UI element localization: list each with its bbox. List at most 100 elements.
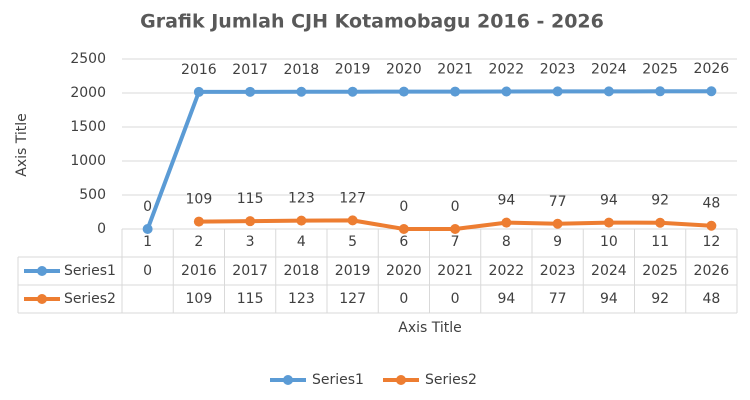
- table-cell: 123: [288, 291, 315, 307]
- table-cell: 0: [399, 291, 408, 307]
- table-cell: 2025: [642, 263, 678, 279]
- point: [398, 224, 409, 234]
- data-label: 77: [549, 194, 567, 210]
- y-tick-label: 1000: [70, 153, 106, 169]
- table-cell: 2023: [540, 263, 576, 279]
- table-cell: 109: [186, 291, 213, 307]
- data-label: 94: [600, 193, 618, 209]
- data-label: 2025: [642, 61, 678, 77]
- y-tick-label: 0: [97, 221, 106, 237]
- point: [450, 86, 461, 97]
- x-tick-label: 5: [348, 234, 357, 250]
- point: [706, 220, 717, 231]
- x-axis-title: Axis Title: [398, 320, 462, 336]
- x-tick-label: 6: [399, 234, 408, 250]
- data-label: 2017: [232, 62, 268, 78]
- data-label: 2023: [540, 61, 576, 77]
- table-cell: 2020: [386, 263, 422, 279]
- data-label: 109: [186, 192, 213, 208]
- point: [398, 86, 409, 97]
- data-label: 2018: [284, 62, 320, 78]
- point: [142, 224, 153, 234]
- point: [655, 86, 666, 97]
- legend-marker: [283, 375, 293, 385]
- x-tick-label: 3: [246, 234, 255, 250]
- table-key-marker: [37, 294, 47, 304]
- point: [552, 218, 563, 229]
- table-series-name: Series1: [64, 263, 116, 279]
- x-tick-label: 12: [702, 234, 720, 250]
- x-tick-label: 4: [297, 234, 306, 250]
- point: [706, 86, 717, 97]
- table-cell: 2017: [232, 263, 268, 279]
- x-tick-label: 1: [143, 234, 152, 250]
- series-line: [145, 89, 712, 230]
- x-tick-label: 7: [451, 234, 460, 250]
- point: [347, 215, 358, 226]
- x-tick-label: 11: [651, 234, 669, 250]
- legend-marker: [396, 375, 406, 385]
- point: [655, 217, 666, 228]
- x-tick-label: 9: [553, 234, 562, 250]
- table-cell: 0: [143, 263, 152, 279]
- data-label: 2024: [591, 61, 627, 77]
- legend-label: Series1: [312, 372, 364, 388]
- point: [603, 86, 614, 97]
- point: [347, 86, 358, 97]
- table-cell: 2019: [335, 263, 371, 279]
- table-cell: 2018: [284, 263, 320, 279]
- x-tick-label: 10: [600, 234, 618, 250]
- point: [603, 217, 614, 228]
- table-cell: 2016: [181, 263, 217, 279]
- data-label: 2019: [335, 62, 371, 78]
- legend-label: Series2: [425, 372, 477, 388]
- y-tick-label: 2000: [70, 85, 106, 101]
- data-label: 2026: [694, 61, 730, 77]
- data-label: 92: [651, 193, 669, 209]
- point: [501, 86, 512, 97]
- y-tick-label: 1500: [70, 119, 106, 135]
- y-axis-title: Axis Title: [14, 113, 30, 177]
- table-cell: 77: [549, 291, 567, 307]
- data-label: 94: [497, 193, 515, 209]
- table-cell: 127: [339, 291, 366, 307]
- point: [296, 86, 307, 97]
- data-label: 2021: [437, 62, 473, 78]
- y-tick-label: 500: [79, 187, 106, 203]
- data-label: 2022: [489, 62, 525, 78]
- point: [501, 217, 512, 228]
- data-label: 48: [702, 196, 720, 212]
- data-label: 115: [237, 191, 264, 207]
- point: [296, 215, 307, 226]
- table-cell: 2021: [437, 263, 473, 279]
- table-series-name: Series2: [64, 291, 116, 307]
- table-cell: 92: [651, 291, 669, 307]
- x-tick-label: 8: [502, 234, 511, 250]
- point: [245, 86, 256, 97]
- table-cell: 2024: [591, 263, 627, 279]
- data-label: 123: [288, 191, 315, 207]
- table-cell: 48: [702, 291, 720, 307]
- data-label: 2016: [181, 62, 217, 78]
- point: [193, 86, 204, 97]
- data-label: 127: [339, 190, 366, 206]
- point: [552, 86, 563, 97]
- data-label: 0: [143, 199, 152, 215]
- table-cell: 0: [451, 291, 460, 307]
- table-cell: 2022: [489, 263, 525, 279]
- table-cell: 94: [600, 291, 618, 307]
- data-label: 0: [399, 199, 408, 215]
- table-cell: 2026: [694, 263, 730, 279]
- table-cell: 94: [497, 291, 515, 307]
- point: [450, 224, 461, 234]
- point: [245, 216, 256, 227]
- y-tick-label: 2500: [70, 51, 106, 67]
- data-label: 0: [451, 199, 460, 215]
- table-key-marker: [37, 266, 47, 276]
- data-label: 2020: [386, 62, 422, 78]
- chart-title: Grafik Jumlah CJH Kotamobagu 2016 - 2026: [140, 11, 604, 33]
- table-cell: 115: [237, 291, 264, 307]
- point: [193, 216, 204, 227]
- x-tick-label: 2: [194, 234, 203, 250]
